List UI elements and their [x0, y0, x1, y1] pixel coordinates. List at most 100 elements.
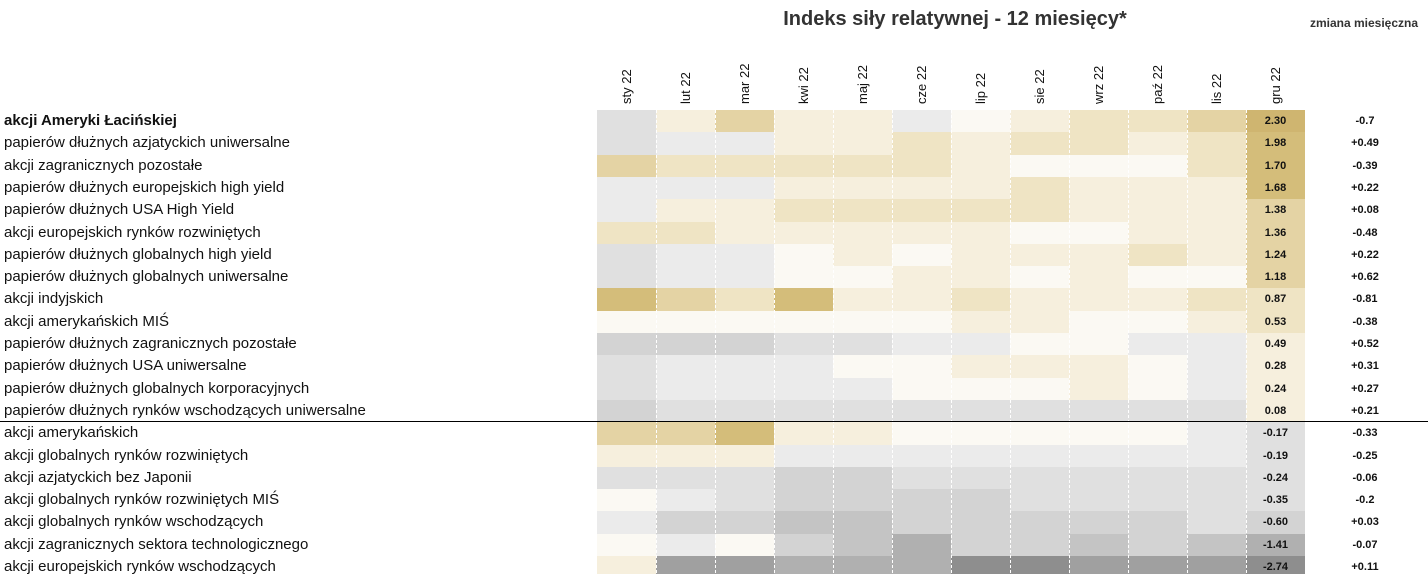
cell — [1010, 310, 1069, 334]
cell — [1246, 132, 1305, 156]
cell — [833, 489, 892, 512]
cell — [833, 556, 892, 574]
cell — [892, 511, 951, 535]
monthly-change: +0.52 — [1351, 338, 1379, 350]
month-label: kwi 22 — [796, 67, 811, 104]
monthly-change: -0.7 — [1355, 115, 1375, 127]
cell — [597, 310, 656, 334]
cell — [1128, 288, 1187, 312]
row-label: akcji indyjskich — [4, 290, 104, 308]
cell — [715, 221, 774, 245]
cell — [1069, 176, 1128, 200]
cell — [1128, 377, 1187, 401]
monthly-change: +0.62 — [1351, 271, 1379, 284]
cell — [1246, 355, 1305, 379]
column-divider — [1187, 110, 1188, 574]
row-label: papierów dłużnych globalnych high yield — [4, 245, 272, 263]
row-label: akcji globalnych rynków rozwiniętych — [4, 446, 249, 464]
cell — [597, 333, 656, 356]
cell — [833, 310, 892, 334]
cell — [892, 132, 951, 156]
cell — [892, 466, 951, 490]
cell — [1187, 377, 1246, 401]
cell — [656, 132, 715, 156]
index-value: -0.17 — [1262, 427, 1289, 440]
cell — [1187, 288, 1246, 312]
cell — [1069, 333, 1128, 356]
cell — [1010, 466, 1069, 490]
index-value: 1.36 — [1264, 226, 1287, 239]
cell — [833, 176, 892, 200]
cell — [774, 176, 833, 200]
cell — [597, 422, 656, 445]
row-label: papierów dłużnych rynków wschodzących un… — [4, 401, 366, 419]
cell — [656, 399, 715, 423]
monthly-change: -0.39 — [1352, 159, 1378, 172]
index-value: 1.18 — [1264, 271, 1287, 284]
cell — [1128, 333, 1187, 356]
cell — [1069, 556, 1128, 574]
monthly-change: -0.06 — [1352, 471, 1378, 484]
cell — [1128, 110, 1187, 133]
cell — [1069, 110, 1128, 133]
row-label: akcji amerykańskich MIŚ — [4, 312, 170, 330]
month-label: sie 22 — [1032, 69, 1047, 104]
cell — [1069, 444, 1128, 468]
month-label: lut 22 — [678, 72, 693, 104]
cell — [1069, 489, 1128, 512]
cell — [1187, 132, 1246, 156]
cell — [1128, 355, 1187, 379]
cell — [892, 422, 951, 445]
cell — [715, 444, 774, 468]
monthly-change: -0.25 — [1352, 449, 1378, 462]
cell — [833, 399, 892, 423]
cell — [597, 132, 656, 156]
cell — [1069, 399, 1128, 423]
row-label: papierów dłużnych USA High Yield — [4, 201, 235, 219]
cell — [1187, 176, 1246, 200]
cell — [951, 355, 1010, 379]
cell — [833, 422, 892, 445]
cell — [1187, 533, 1246, 557]
row-label: akcji amerykańskich — [4, 424, 139, 442]
cell — [656, 466, 715, 490]
cell — [892, 288, 951, 312]
cell — [1069, 511, 1128, 535]
cell — [656, 533, 715, 557]
cell — [1246, 333, 1305, 356]
cell — [1128, 556, 1187, 574]
cell — [1187, 199, 1246, 222]
cell — [1187, 444, 1246, 468]
cell — [1246, 422, 1305, 445]
cell — [774, 422, 833, 445]
monthly-change: +0.03 — [1351, 516, 1379, 529]
cell — [1010, 132, 1069, 156]
cell — [715, 199, 774, 222]
cell — [1128, 489, 1187, 512]
cell — [951, 556, 1010, 574]
cell — [1010, 556, 1069, 574]
cell — [656, 377, 715, 401]
cell — [1128, 221, 1187, 245]
monthly-change: +0.27 — [1351, 382, 1379, 395]
cell — [774, 333, 833, 356]
cell — [1246, 377, 1305, 401]
row-label: papierów dłużnych zagranicznych pozostał… — [4, 335, 297, 352]
cell — [774, 533, 833, 557]
cell — [892, 221, 951, 245]
index-value: 0.24 — [1264, 382, 1287, 395]
cell — [1010, 110, 1069, 133]
cell — [1010, 333, 1069, 356]
column-divider — [774, 110, 775, 574]
cell — [951, 310, 1010, 334]
monthly-change: +0.22 — [1351, 181, 1379, 194]
cell — [951, 377, 1010, 401]
cell — [715, 377, 774, 401]
cell — [833, 199, 892, 222]
cell — [1069, 288, 1128, 312]
cell — [715, 110, 774, 133]
cell — [715, 266, 774, 289]
cell — [715, 176, 774, 200]
month-label: paź 22 — [1150, 64, 1165, 104]
cell — [1128, 399, 1187, 423]
